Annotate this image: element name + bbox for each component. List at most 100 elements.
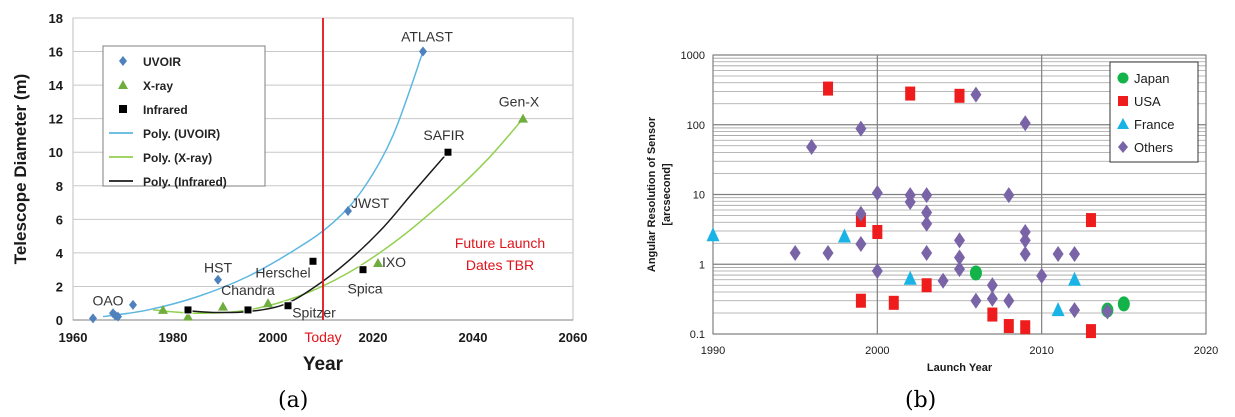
point-others (1003, 292, 1015, 309)
point-others (954, 249, 965, 266)
annotation-atlast: ATLAST (401, 29, 453, 45)
x-axis-label: Launch Year (927, 362, 993, 374)
point-usa (921, 278, 932, 293)
point-usa (1003, 319, 1014, 334)
y-tick-label: 4 (56, 246, 64, 261)
legend-label-poly-infrared: Poly. (Infrared) (143, 175, 227, 189)
y-tick-label: 6 (56, 212, 63, 227)
point-infrared (308, 256, 318, 266)
legend-box (102, 45, 266, 187)
point-usa (1085, 213, 1096, 228)
point-others (855, 120, 867, 137)
point-infrared (358, 265, 368, 275)
x-axis-label: Year (303, 354, 344, 375)
legend-label-x-ray: X-ray (143, 79, 173, 93)
point-others (921, 204, 933, 221)
legend-marker-others (1118, 141, 1128, 153)
point-uvoir (344, 205, 352, 216)
annotation-spica: Spica (347, 281, 382, 297)
annotation-oao: OAO (92, 292, 123, 308)
y-tick-label: 0.1 (690, 329, 705, 341)
annotation-gen-x: Gen-X (499, 94, 540, 110)
point-others (1003, 187, 1015, 204)
legend-marker-usa (1118, 96, 1128, 106)
annotation-chandra: Chandra (221, 282, 275, 298)
point-usa (855, 293, 866, 308)
point-france (1068, 271, 1082, 286)
chart-b-legend: Japan USA France Others (1109, 61, 1199, 163)
x-tick-label: 2020 (359, 330, 388, 345)
chart-a-points (89, 46, 528, 324)
point-others (789, 244, 801, 261)
point-others (806, 138, 818, 155)
point-others (1052, 246, 1064, 263)
legend-label-usa: USA (1134, 94, 1161, 109)
point-others (822, 244, 834, 261)
fit-curve-poly-uvoir (102, 51, 424, 318)
point-uvoir (89, 313, 97, 324)
x-tick-label: 1980 (159, 330, 188, 345)
today-line: Today Future Launch Dates TBR (304, 18, 545, 345)
point-infrared (443, 147, 453, 157)
point-usa (823, 81, 834, 96)
point-usa (888, 295, 899, 310)
point-others (921, 215, 933, 232)
legend-label-infrared: Infrared (143, 103, 188, 117)
point-others (1019, 232, 1031, 249)
plot-border (712, 54, 1207, 335)
y-tick-label: 8 (56, 179, 63, 194)
point-uvoir (129, 299, 137, 310)
y-tick-label: 16 (49, 45, 63, 60)
caption-a: (a) (278, 388, 309, 413)
legend-marker-uvoir (119, 56, 127, 66)
annotation-spitzer: Spitzer (292, 305, 336, 321)
y-axis-label: Telescope Diameter (m) (11, 74, 30, 265)
point-japan (969, 265, 982, 281)
point-others (986, 277, 998, 294)
point-others (1069, 302, 1081, 319)
legend-marker-x-ray (118, 80, 128, 89)
x-tick-label: 2010 (1029, 345, 1053, 357)
point-others (871, 185, 883, 202)
point-x-ray (183, 311, 193, 321)
point-others (970, 86, 982, 103)
angular-resolution-chart: 0.1 1 10 100 1000 1990 2000 2010 2020 Launch Year… (620, 0, 1235, 417)
point-others (904, 194, 916, 211)
point-usa (1085, 324, 1096, 339)
x-tick-label: 2000 (259, 330, 288, 345)
point-x-ray (263, 298, 273, 308)
legend-marker-france (1117, 118, 1129, 129)
point-uvoir (114, 311, 122, 322)
point-uvoir (419, 46, 427, 57)
chart-b-svg: 0.1 1 10 100 1000 1990 2000 2010 2020 Launch Year… (646, 50, 1218, 374)
point-usa (987, 307, 998, 322)
y-tick-label: 14 (49, 78, 64, 93)
point-x-ray (518, 113, 528, 123)
point-others (970, 292, 982, 309)
point-x-ray (218, 301, 228, 311)
future-note-line-1: Future Launch (455, 235, 545, 251)
annotation-ixo: IXO (382, 254, 406, 270)
legend-label-france: France (1134, 117, 1174, 132)
point-infrared (283, 301, 293, 311)
x-tick-label: 2040 (459, 330, 488, 345)
telescope-diameter-chart: 0 2 4 6 8 10 12 14 16 18 1960 1980 2000 2020 2040 2060 Y… (0, 0, 600, 417)
point-x-ray (158, 304, 168, 314)
y-tick-label: 2 (56, 279, 63, 294)
caption-b: (b) (905, 388, 937, 413)
y-axis-label-line-1: Angular Resolution of Sensor (646, 116, 658, 272)
x-tick-label: 2000 (865, 345, 889, 357)
chart-a-legend: UVOIR X-ray Infrared Poly. (UVOIR) Poly. (X-… (102, 45, 266, 189)
point-others (986, 290, 998, 307)
y-axis-label-line-2: [arcsecond] (661, 163, 673, 226)
chart-b-axes: 0.1 1 10 100 1000 1990 2000 2010 2020 Launch Year… (646, 50, 1218, 374)
point-others (1019, 246, 1031, 263)
point-usa (872, 224, 883, 239)
chart-a-axes: 0 2 4 6 8 10 12 14 16 18 1960 1980 2000 2020 2040 2060 Y… (11, 11, 587, 375)
point-others (921, 187, 933, 204)
point-france (706, 227, 720, 242)
y-tick-label: 0 (56, 313, 63, 328)
chart-a-annotations: ATLAST Gen-X SAFIR JWST HST Herschel Chandra OA… (92, 29, 539, 321)
y-tick-label: 1 (699, 259, 705, 271)
y-tick-label: 18 (49, 11, 63, 26)
